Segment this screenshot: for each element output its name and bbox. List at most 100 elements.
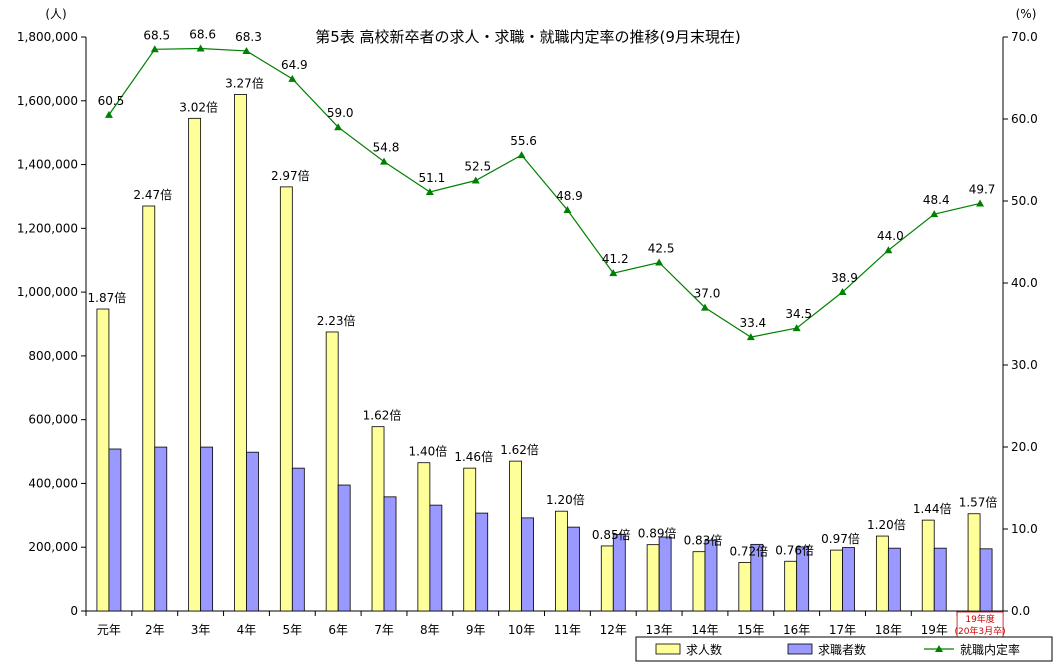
ratio-label: 1.20倍 xyxy=(546,492,585,507)
x-tick-label: 元年 xyxy=(97,623,121,637)
job-offers-bar xyxy=(96,308,110,612)
ratio-label: 1.57倍 xyxy=(959,495,998,510)
job-offers-bar xyxy=(738,562,752,612)
ratio-label: 1.46倍 xyxy=(454,449,493,464)
left-tick-label: 1,400,000 xyxy=(17,158,78,172)
x-tick-label: 17年 xyxy=(829,623,856,637)
ratio-label: 0.97倍 xyxy=(821,531,860,546)
ratio-label: 0.72倍 xyxy=(729,544,768,559)
axes: 0 200,000 400,000 600,000 800,000 1,000,000 1,… xyxy=(17,30,1038,639)
last-category-note: 19年度 xyxy=(965,613,994,625)
left-tick-label: 1,800,000 xyxy=(17,30,78,44)
job-offers-bar xyxy=(509,460,522,612)
job-offers-bar xyxy=(600,545,614,612)
job-seekers-bar xyxy=(521,517,534,612)
rate-label: 68.6 xyxy=(189,27,216,41)
job-offers-bar xyxy=(875,535,889,612)
job-seekers-bar xyxy=(429,504,443,612)
rate-point xyxy=(700,303,709,311)
ratio-label: 0.83倍 xyxy=(684,533,723,548)
left-tick-label: 200,000 xyxy=(28,540,78,554)
x-tick-label: 4年 xyxy=(237,623,257,637)
rate-point xyxy=(609,269,618,277)
left-tick-label: 1,000,000 xyxy=(17,285,78,299)
rate-point xyxy=(288,74,297,82)
ratio-label: 1.62倍 xyxy=(500,442,539,457)
rate-label: 59.0 xyxy=(327,106,354,120)
right-tick-label: 40.0 xyxy=(1011,276,1038,290)
x-tick-label: 18年 xyxy=(875,623,902,637)
ratio-label: 2.47倍 xyxy=(133,187,172,202)
right-axis-unit: (%) xyxy=(1016,7,1037,21)
job-offers-bar xyxy=(830,549,843,612)
right-tick-label: 60.0 xyxy=(1011,112,1038,126)
rate-point xyxy=(746,333,755,341)
rate-label: 33.4 xyxy=(739,316,766,330)
rate-label: 48.4 xyxy=(923,193,950,207)
right-tick-label: 0.0 xyxy=(1011,604,1030,618)
rate-point xyxy=(838,288,847,296)
left-tick-label: 400,000 xyxy=(28,476,78,490)
job-seekers-bar xyxy=(337,484,351,612)
rate-label: 48.9 xyxy=(556,189,583,203)
rate-label: 44.0 xyxy=(877,229,904,243)
ratio-label: 3.02倍 xyxy=(179,99,218,114)
rate-point xyxy=(884,246,893,254)
rate-point xyxy=(976,199,985,207)
left-tick-label: 0 xyxy=(70,604,78,618)
rate-point xyxy=(471,176,480,184)
last-category-note: (20年3月卒) xyxy=(954,625,1005,637)
rate-point xyxy=(517,151,526,159)
job-offers-bar xyxy=(555,510,568,612)
job-offers-bar xyxy=(921,519,935,612)
rate-label: 49.7 xyxy=(969,182,996,196)
legend-box xyxy=(635,636,1053,662)
job-offers-bar xyxy=(279,186,293,612)
rate-label: 64.9 xyxy=(281,58,308,72)
job-seekers-bar xyxy=(612,534,626,612)
x-tick-label: 14年 xyxy=(691,623,718,637)
job-seekers-bar xyxy=(383,496,397,612)
x-tick-label: 3年 xyxy=(191,623,211,637)
rate-label: 42.5 xyxy=(648,242,675,256)
rate-point xyxy=(150,45,159,53)
x-tick-label: 2年 xyxy=(145,623,165,637)
chart-title: 第5表 高校新卒者の求人・求職・就職内定率の推移(9月末現在) xyxy=(315,28,741,46)
x-tick-label: 16年 xyxy=(783,623,810,637)
job-offers-bar xyxy=(234,94,247,612)
rate-label: 34.5 xyxy=(785,307,812,321)
ratio-label: 0.76倍 xyxy=(775,542,814,557)
ratio-label: 1.87倍 xyxy=(88,290,127,305)
legend-job-offers-label: 求人数 xyxy=(686,642,722,657)
job-offers-bar xyxy=(967,513,981,612)
job-seekers-bar xyxy=(154,446,168,612)
rate-series-line xyxy=(108,47,981,338)
job-seekers-bar xyxy=(291,467,305,612)
rate-label: 51.1 xyxy=(419,171,446,185)
legend: 求人数 求職者数 就職内定率 xyxy=(635,636,1053,662)
ratio-label: 0.85倍 xyxy=(592,527,631,542)
rate-point xyxy=(196,44,205,52)
job-offers-bar xyxy=(784,560,798,612)
rate-point xyxy=(380,157,389,165)
rate-label: 68.5 xyxy=(143,28,170,42)
right-tick-label: 30.0 xyxy=(1011,358,1038,372)
rate-label: 54.8 xyxy=(373,141,400,155)
legend-rate-label: 就職内定率 xyxy=(960,642,1020,657)
left-tick-label: 600,000 xyxy=(28,413,78,427)
rate-label: 38.9 xyxy=(831,271,858,285)
right-tick-label: 20.0 xyxy=(1011,440,1038,454)
legend-rate-marker xyxy=(935,645,943,652)
ratio-label: 2.23倍 xyxy=(317,313,356,328)
ratio-label: 1.44倍 xyxy=(913,501,952,516)
x-tick-label: 10年 xyxy=(508,623,535,637)
job-offers-bar xyxy=(463,467,477,612)
ratio-label: 2.97倍 xyxy=(271,168,310,183)
job-seekers-bar xyxy=(567,526,580,612)
rate-label: 52.5 xyxy=(464,160,491,174)
job-seekers-bar xyxy=(200,446,214,612)
job-offers-bar xyxy=(646,544,660,612)
ratio-label: 1.40倍 xyxy=(409,444,448,459)
job-seekers-bar xyxy=(933,547,947,612)
